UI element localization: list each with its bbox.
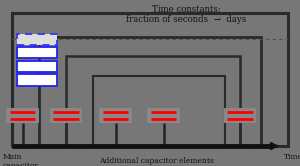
- Bar: [16, 34, 57, 45]
- Bar: [93, 76, 225, 146]
- Bar: [224, 108, 256, 123]
- Text: Time: Time: [284, 153, 300, 161]
- Bar: [6, 108, 39, 123]
- Bar: [50, 108, 82, 123]
- Bar: [12, 13, 288, 146]
- Bar: [147, 108, 180, 123]
- Text: Time constants:
fraction of seconds  →  days: Time constants: fraction of seconds → da…: [126, 5, 246, 24]
- Text: Main
capacitor: Main capacitor: [3, 153, 39, 166]
- Bar: [16, 74, 57, 86]
- Bar: [99, 108, 132, 123]
- Bar: [16, 61, 57, 72]
- Text: Additional capacitor elements: Additional capacitor elements: [99, 157, 213, 165]
- Bar: [66, 56, 240, 146]
- Bar: [16, 47, 57, 58]
- Bar: [39, 37, 261, 146]
